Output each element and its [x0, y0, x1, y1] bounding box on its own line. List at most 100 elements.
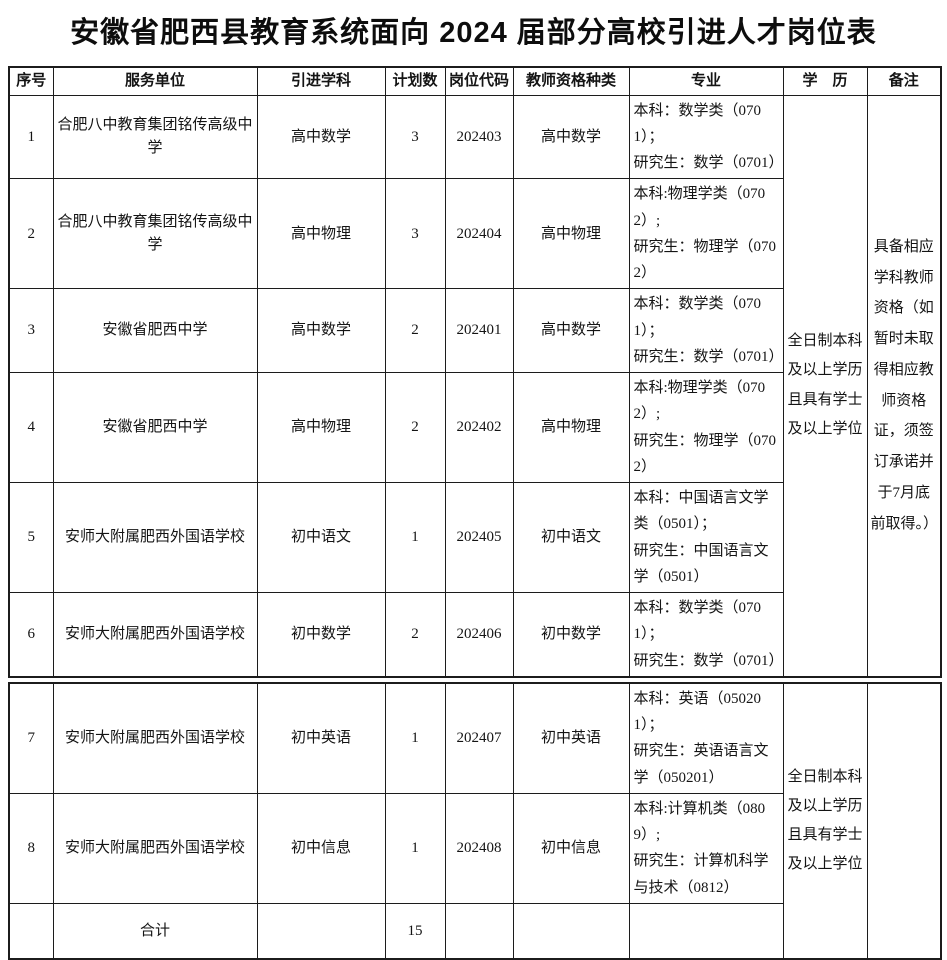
- cell-code: 202405: [444, 482, 514, 593]
- cell-cert: 初中数学: [512, 591, 630, 678]
- major-graduate: 研究生：数学（0701）: [633, 348, 783, 365]
- cell-no: 5: [8, 482, 54, 593]
- cell-no: 3: [8, 288, 54, 373]
- cell-major: 本科：数学类（0701）； 研究生：数学（0701）: [628, 591, 784, 678]
- header-degree: 学 历: [782, 66, 868, 96]
- cell-plan: 2: [384, 591, 446, 678]
- cell-no: 7: [8, 682, 54, 794]
- major-undergrad: 本科:计算机类（0809）;: [633, 800, 766, 843]
- cell-major-empty: [628, 902, 784, 960]
- major-graduate: 研究生：中国语言文学（0501）: [633, 542, 769, 585]
- cell-plan: 3: [384, 178, 446, 290]
- cell-code: 202403: [444, 94, 514, 180]
- cell-major: 本科：数学类（0701）； 研究生：数学（0701）: [628, 94, 784, 180]
- table-header-row: 序号 服务单位 引进学科 计划数 岗位代码 教师资格种类 专业 学 历 备注: [8, 66, 942, 96]
- table-row: 7 安师大附属肥西外国语学校 初中英语 1 202407 初中英语 本科：英语（…: [8, 682, 942, 960]
- cell-unit: 安师大附属肥西外国语学校: [52, 792, 258, 904]
- cell-no: 2: [8, 178, 54, 290]
- cell-no: 8: [8, 792, 54, 904]
- cell-major: 本科:物理学类（0702）; 研究生：物理学（0702）: [628, 372, 784, 483]
- header-code: 岗位代码: [444, 66, 514, 96]
- header-cert: 教师资格种类: [512, 66, 630, 96]
- header-plan: 计划数: [384, 66, 446, 96]
- cell-subject-empty: [256, 902, 386, 960]
- cell-code-empty: [444, 902, 514, 960]
- total-label: 合计: [52, 902, 258, 960]
- cell-code: 202407: [444, 682, 514, 794]
- major-undergrad: 本科：数学类（0701）；: [633, 296, 762, 339]
- cell-unit: 合肥八中教育集团铭传高级中学: [52, 94, 258, 180]
- cell-code: 202401: [444, 288, 514, 373]
- major-undergrad: 本科：数学类（0701）；: [633, 600, 762, 643]
- cell-cert: 初中信息: [512, 792, 630, 904]
- cell-plan: 1: [384, 482, 446, 593]
- table-row: 6 安师大附属肥西外国语学校 初中数学 2 202406 初中数学 本科：数学类…: [8, 591, 941, 678]
- cell-degree-merged: 全日制本科及以上学历且具有学士及以上学位: [782, 94, 868, 678]
- major-undergrad: 本科:物理学类（0702）;: [633, 380, 766, 423]
- cell-remark-merged: [866, 682, 942, 960]
- cell-code: 202404: [444, 178, 514, 290]
- major-graduate: 研究生：计算机科学与技术（0812）: [633, 853, 769, 896]
- table-row: 5 安师大附属肥西外国语学校 初中语文 1 202405 初中语文 本科：中国语…: [8, 482, 941, 593]
- cell-cert: 高中物理: [512, 372, 630, 483]
- cell-no-empty: [8, 902, 54, 960]
- cell-cert: 初中英语: [512, 682, 630, 794]
- cell-subject: 高中数学: [256, 94, 386, 180]
- major-undergrad: 本科：中国语言文学类（0501）；: [633, 490, 769, 533]
- cell-code: 202408: [444, 792, 514, 904]
- recruitment-table-container: 序号 服务单位 引进学科 计划数 岗位代码 教师资格种类 专业 学 历 备注 1…: [8, 66, 942, 960]
- cell-major: 本科:计算机类（0809）; 研究生：计算机科学与技术（0812）: [628, 792, 784, 904]
- cell-cert: 高中物理: [512, 178, 630, 290]
- total-plan: 15: [384, 902, 446, 960]
- cell-subject: 初中语文: [256, 482, 386, 593]
- cell-major: 本科:物理学类（0702）; 研究生：物理学（0702）: [628, 178, 784, 290]
- cell-unit: 安师大附属肥西外国语学校: [52, 482, 258, 593]
- cell-no: 6: [8, 591, 54, 678]
- header-major: 专业: [628, 66, 784, 96]
- major-undergrad: 本科:物理学类（0702）;: [633, 186, 766, 229]
- major-graduate: 研究生：数学（0701）: [633, 155, 783, 171]
- cell-subject: 高中物理: [256, 372, 386, 483]
- table-row: 4 安徽省肥西中学 高中物理 2 202402 高中物理 本科:物理学类（070…: [8, 372, 941, 483]
- table-row: 2 合肥八中教育集团铭传高级中学 高中物理 3 202404 高中物理 本科:物…: [8, 178, 941, 290]
- cell-plan: 1: [384, 682, 446, 794]
- cell-cert: 高中数学: [512, 94, 630, 180]
- cell-remark-merged: 具备相应学科教师资格（如暂时未取得相应教师资格证，须签订承诺并于7月底前取得。）: [866, 94, 942, 678]
- cell-cert: 高中数学: [512, 288, 630, 373]
- cell-cert: 初中语文: [512, 482, 630, 593]
- major-graduate: 研究生：数学（0701）: [633, 652, 783, 669]
- cell-unit: 安师大附属肥西外国语学校: [52, 591, 258, 678]
- cell-subject: 初中信息: [256, 792, 386, 904]
- major-undergrad: 本科：数学类（0701）；: [633, 102, 762, 145]
- cell-major: 本科：数学类（0701）； 研究生：数学（0701）: [628, 288, 784, 373]
- recruitment-table-lower: 7 安师大附属肥西外国语学校 初中英语 1 202407 初中英语 本科：英语（…: [8, 681, 942, 960]
- major-graduate: 研究生：物理学（0702）: [633, 238, 777, 281]
- cell-unit: 安徽省肥西中学: [52, 288, 258, 373]
- major-graduate: 研究生：英语语言文学（050201）: [633, 743, 769, 786]
- cell-code: 202402: [444, 372, 514, 483]
- cell-cert-empty: [512, 902, 630, 960]
- cell-subject: 高中数学: [256, 288, 386, 373]
- cell-plan: 2: [384, 372, 446, 483]
- cell-unit: 合肥八中教育集团铭传高级中学: [52, 178, 258, 290]
- cell-degree-merged: 全日制本科及以上学历且具有学士及以上学位: [782, 682, 868, 960]
- cell-major: 本科：英语（050201）； 研究生：英语语言文学（050201）: [628, 682, 784, 794]
- recruitment-table-upper: 序号 服务单位 引进学科 计划数 岗位代码 教师资格种类 专业 学 历 备注 1…: [8, 66, 942, 678]
- major-undergrad: 本科：英语（050201）；: [633, 690, 762, 733]
- cell-plan: 3: [384, 94, 446, 180]
- cell-unit: 安徽省肥西中学: [52, 372, 258, 483]
- cell-subject: 初中数学: [256, 591, 386, 678]
- header-unit: 服务单位: [52, 66, 258, 96]
- cell-major: 本科：中国语言文学类（0501）； 研究生：中国语言文学（0501）: [628, 482, 784, 593]
- cell-no: 4: [8, 372, 54, 483]
- cell-code: 202406: [444, 591, 514, 678]
- cell-subject: 初中英语: [256, 682, 386, 794]
- header-subject: 引进学科: [256, 66, 386, 96]
- major-graduate: 研究生：物理学（0702）: [633, 432, 777, 475]
- cell-no: 1: [8, 94, 54, 180]
- table-row: 3 安徽省肥西中学 高中数学 2 202401 高中数学 本科：数学类（0701…: [8, 288, 941, 373]
- cell-plan: 1: [384, 792, 446, 904]
- header-no: 序号: [8, 66, 54, 96]
- cell-subject: 高中物理: [256, 178, 386, 290]
- table-row: 1 合肥八中教育集团铭传高级中学 高中数学 3 202403 高中数学 本科：数…: [8, 94, 942, 678]
